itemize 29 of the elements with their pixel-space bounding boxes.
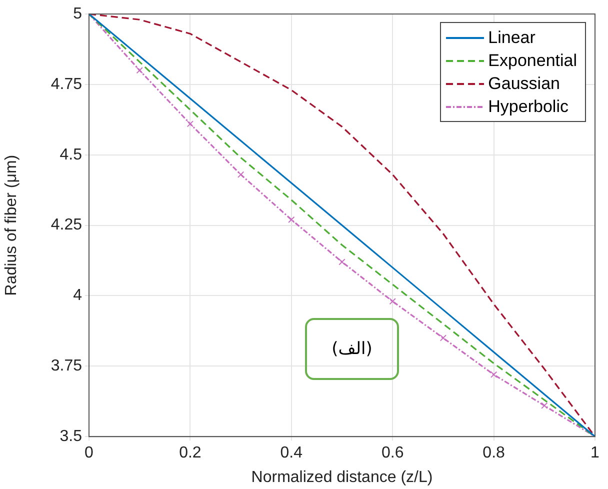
point <box>541 402 548 409</box>
point <box>186 120 194 128</box>
point <box>338 258 346 266</box>
y-tick-label: 5 <box>73 5 82 22</box>
x-tick-label: 0.2 <box>179 444 202 462</box>
y-tick-label: 4.5 <box>60 146 82 164</box>
rounded-frame: (الف) <box>305 318 399 380</box>
x-tick-label: 0 <box>84 444 94 462</box>
y-tick-label: 3.5 <box>60 428 82 446</box>
y-axis-title: Radius of fiber (μm) <box>3 154 20 296</box>
point <box>389 298 396 305</box>
x-tick-label: 0.6 <box>381 444 404 462</box>
legend-label: Hyperbolic <box>488 96 568 116</box>
point <box>440 334 447 342</box>
legend-label: Linear <box>488 28 536 48</box>
x-tick-label: 0.4 <box>280 444 303 462</box>
y-tick-label: 4.75 <box>50 76 82 93</box>
x-tick-label: 1 <box>590 444 600 462</box>
x-axis-title: Normalized distance (z/L) <box>251 468 433 486</box>
y-tick-label: 3.75 <box>50 358 82 375</box>
point <box>136 67 143 74</box>
x-tick-label: 0.8 <box>482 444 506 462</box>
point <box>237 171 244 178</box>
legend-label: Exponential <box>488 50 577 70</box>
legend-label: Gaussian <box>488 74 560 94</box>
point <box>490 371 498 378</box>
y-tick-label: 4.25 <box>50 216 82 234</box>
y-tick-label: 4 <box>73 287 82 304</box>
point <box>288 216 295 223</box>
